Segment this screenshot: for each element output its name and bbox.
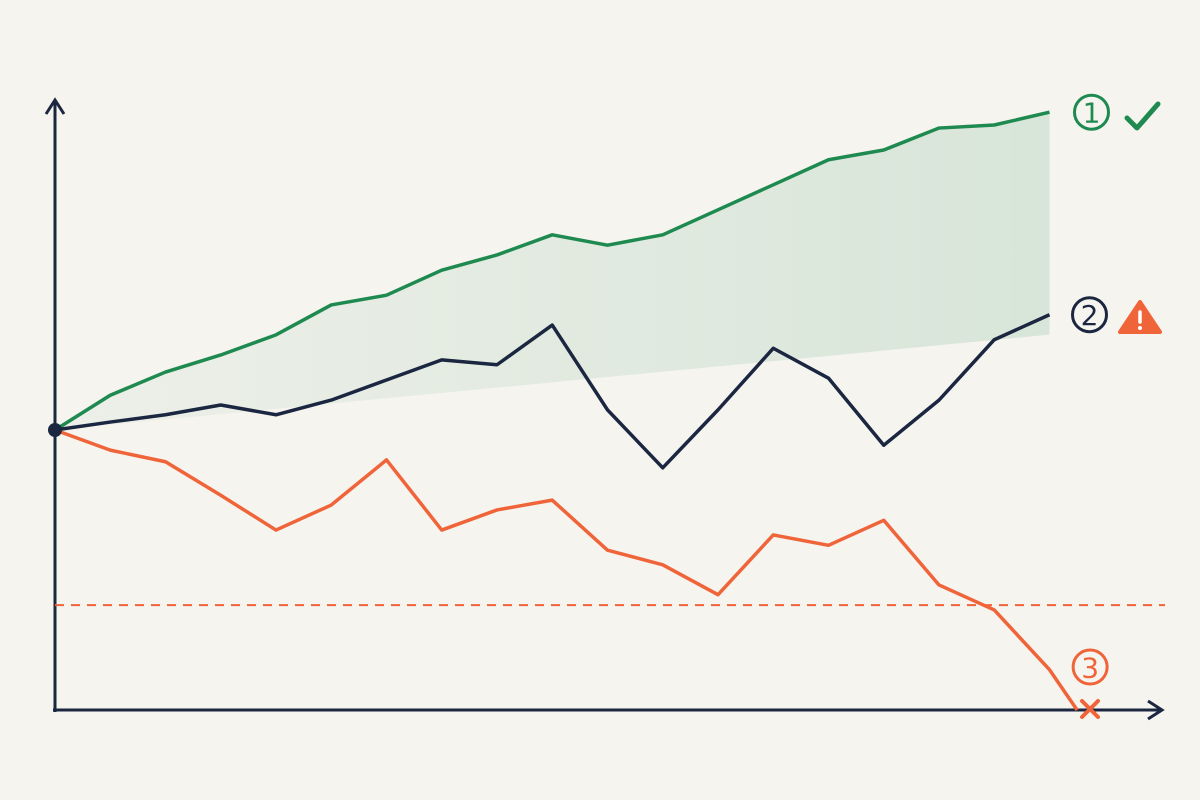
check-icon <box>1124 101 1161 131</box>
series-badge <box>1071 648 1109 686</box>
warning-dot <box>1138 326 1142 330</box>
series-label: 2 <box>1081 299 1099 332</box>
series-badge <box>1071 296 1108 334</box>
series-line <box>54 110 1050 432</box>
x-axis-arrow <box>1147 699 1165 721</box>
series-label: 3 <box>1081 652 1099 685</box>
y-axis-arrow <box>44 97 66 115</box>
series-line <box>54 428 1079 711</box>
series-badge <box>1073 93 1110 131</box>
fail-icon <box>1080 699 1100 719</box>
series-line <box>54 313 1051 470</box>
area-fill <box>55 112 1050 431</box>
series-label: 1 <box>1083 97 1101 130</box>
start-point <box>48 423 62 438</box>
